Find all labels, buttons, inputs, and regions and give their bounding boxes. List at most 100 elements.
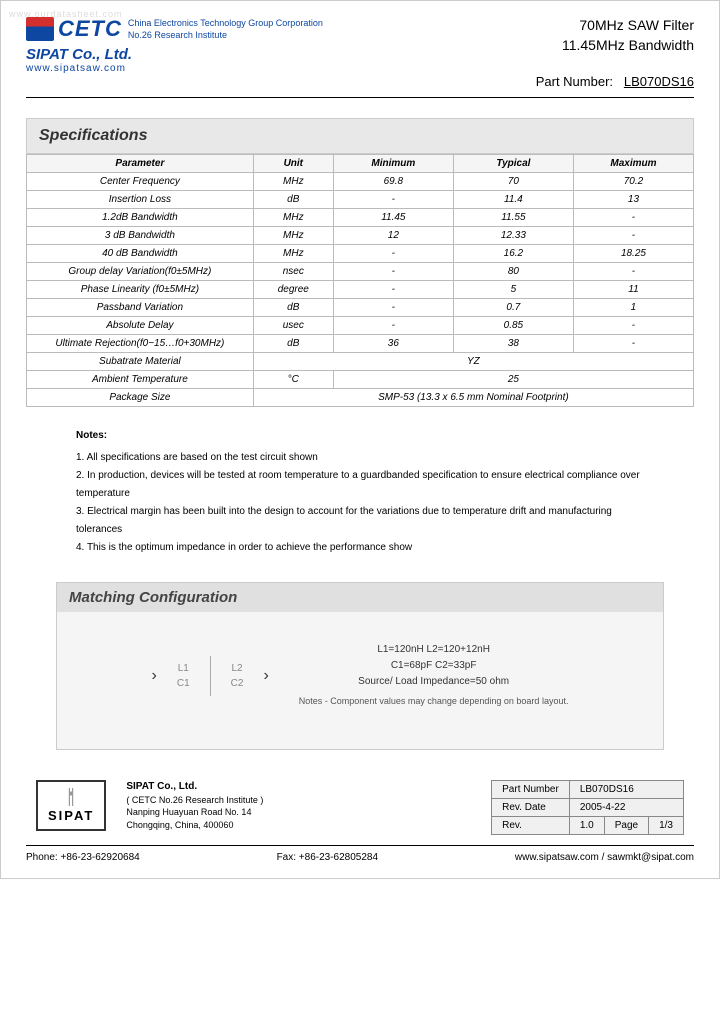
ambient-row: Ambient Temperature °C 25 [27,371,694,389]
footer-part-value: LB070DS16 [569,780,683,798]
arrow-out-icon: › [263,667,268,685]
spec-title-box: Specifications [26,118,694,154]
spec-cell: MHz [253,209,333,227]
spec-cell: 69.8 [333,173,453,191]
spec-row: Group delay Variation(f0±5MHz)nsec-80- [27,263,694,281]
ambient-value: 25 [333,371,693,389]
sipat-company-name: SIPAT Co., Ltd. [26,46,323,63]
circuit-left-col: L1 C1 [177,663,190,689]
part-number-line: Part Number: LB070DS16 [536,73,694,91]
notes-section: Notes: 1. All specifications are based o… [76,427,644,557]
contact-web: www.sipatsaw.com / sawmkt@sipat.com [515,852,694,863]
footer-rev-value: 1.0 [569,816,604,834]
spec-cell: 36 [333,335,453,353]
spec-cell: 0.7 [453,299,573,317]
spec-cell: 11.4 [453,191,573,209]
spec-cell: Group delay Variation(f0±5MHz) [27,263,254,281]
col-typ: Typical [453,155,573,173]
contact-line: Phone: +86-23-62920684 Fax: +86-23-62805… [26,845,694,863]
spec-cell: 11.45 [333,209,453,227]
package-row: Package Size SMP-53 (13.3 x 6.5 mm Nomin… [27,389,694,407]
spec-cell: - [333,245,453,263]
footer-rev-label: Rev. [492,816,570,834]
spec-cell: Absolute Delay [27,317,254,335]
spec-cell: MHz [253,227,333,245]
spec-cell: 1.2dB Bandwidth [27,209,254,227]
part-number-value: LB070DS16 [624,74,694,89]
spec-row: Absolute Delayusec-0.85- [27,317,694,335]
spec-cell: Ultimate Rejection(f0−15…f0+30MHz) [27,335,254,353]
sipat-url: www.sipatsaw.com [26,63,323,74]
corp-info: China Electronics Technology Group Corpo… [128,18,323,41]
page-container: www.ourdatasheet.com CETC China Electron… [0,0,720,879]
matching-values: L1=120nH L2=120+12nH C1=68pF C2=33pF Sou… [299,642,569,708]
circuit-diagram: › L1 C1 L2 C2 › [152,656,269,696]
spec-cell: 16.2 [453,245,573,263]
note-item: 2. In production, devices will be tested… [76,467,644,503]
matching-line3: Source/ Load Impedance=50 ohm [299,674,569,690]
c2-label: C2 [231,678,244,689]
spec-cell: 11.55 [453,209,573,227]
substrate-label: Subatrate Material [27,353,254,371]
spec-row: Passband VariationdB-0.71 [27,299,694,317]
footer-row-date: Rev. Date 2005-4-22 [492,798,684,816]
cetc-text: CETC [58,16,122,42]
spec-cell: 70.2 [573,173,693,191]
matching-line2: C1=68pF C2=33pF [299,658,569,674]
spec-row: Ultimate Rejection(f0−15…f0+30MHz)dB3638… [27,335,694,353]
spec-cell: 80 [453,263,573,281]
contact-phone: Phone: +86-23-62920684 [26,852,140,863]
package-value: SMP-53 (13.3 x 6.5 mm Nominal Footprint) [253,389,693,407]
spec-cell: - [333,299,453,317]
matching-note: Notes - Component values may change depe… [299,694,569,708]
footer-company-sub: ( CETC No.26 Research Institute ) [126,794,263,807]
spec-cell: - [333,281,453,299]
spec-cell: 13 [573,191,693,209]
spec-cell: 38 [453,335,573,353]
spec-cell: - [573,209,693,227]
spec-cell: 12 [333,227,453,245]
spec-cell: 3 dB Bandwidth [27,227,254,245]
l1-label: L1 [178,663,189,674]
footer-addr1: Nanping Huayuan Road No. 14 [126,806,263,819]
spec-row: Phase Linearity (f0±5MHz)degree-511 [27,281,694,299]
spec-cell: - [573,227,693,245]
matching-title: Matching Configuration [57,583,663,612]
spec-cell: nsec [253,263,333,281]
spec-table: Parameter Unit Minimum Typical Maximum C… [26,154,694,407]
footer-table: Part Number LB070DS16 Rev. Date 2005-4-2… [491,780,684,835]
footer-date-label: Rev. Date [492,798,570,816]
spec-row: Insertion LossdB-11.413 [27,191,694,209]
corp-line2: No.26 Research Institute [128,30,323,42]
spec-cell: dB [253,191,333,209]
spec-title: Specifications [39,127,147,144]
arrow-in-icon: › [152,667,157,685]
header-right: 70MHz SAW Filter 11.45MHz Bandwidth Part… [536,16,694,91]
spec-cell: Phase Linearity (f0±5MHz) [27,281,254,299]
spec-header-row: Parameter Unit Minimum Typical Maximum [27,155,694,173]
col-unit: Unit [253,155,333,173]
part-number-label: Part Number: [536,74,613,89]
footer-page-value: 1/3 [649,816,684,834]
l2-label: L2 [231,663,242,674]
c1-label: C1 [177,678,190,689]
notes-title: Notes: [76,427,644,445]
spec-cell: - [573,335,693,353]
spec-cell: 1 [573,299,693,317]
spec-row: 1.2dB BandwidthMHz11.4511.55- [27,209,694,227]
matching-section: Matching Configuration › L1 C1 L2 C2 › L… [56,582,664,749]
spec-cell: 70 [453,173,573,191]
spec-cell: 12.33 [453,227,573,245]
sipat-logo-box: SIPAT [36,780,106,831]
note-item: 4. This is the optimum impedance in orde… [76,539,644,557]
note-item: 3. Electrical margin has been built into… [76,503,644,539]
page-header: CETC China Electronics Technology Group … [26,16,694,98]
cetc-logo: CETC [26,16,122,42]
footer-addr2: Chongqing, China, 400060 [126,819,263,832]
spec-cell: 40 dB Bandwidth [27,245,254,263]
spec-cell: 11 [573,281,693,299]
footer-row-part: Part Number LB070DS16 [492,780,684,798]
spec-cell: Insertion Loss [27,191,254,209]
spec-cell: - [333,263,453,281]
spec-cell: Passband Variation [27,299,254,317]
